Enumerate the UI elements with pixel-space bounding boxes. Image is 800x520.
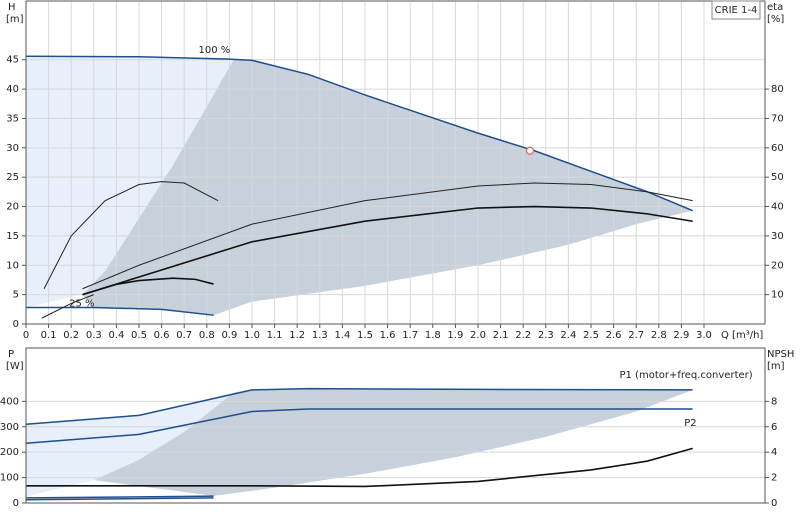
y-tick-label: 100 xyxy=(0,473,19,484)
curve xyxy=(26,306,214,316)
curve-label: P2 xyxy=(684,418,696,429)
plot-frame xyxy=(25,347,766,504)
x-tick-label: 0.4 xyxy=(108,330,124,341)
x-tick-label: 0.2 xyxy=(63,330,79,341)
y-tick-label: 400 xyxy=(0,396,19,407)
y2-axis-unit: [%] xyxy=(767,14,784,25)
curve xyxy=(43,181,219,289)
y2-axis-unit: [m] xyxy=(767,361,785,372)
operating-region xyxy=(93,388,693,496)
y2-tick-label: 2 xyxy=(771,473,777,484)
y-tick-label: 0 xyxy=(13,498,19,509)
y2-tick-label: 20 xyxy=(771,260,784,271)
y2-tick-label: 6 xyxy=(771,422,777,433)
y-tick-label: 30 xyxy=(6,143,19,154)
y-tick-label: 200 xyxy=(0,447,19,458)
x-tick-label: 0.9 xyxy=(221,330,237,341)
y2-tick-label: 10 xyxy=(771,290,784,301)
x-tick-label: 1.0 xyxy=(244,330,260,341)
curve xyxy=(25,387,693,425)
curve xyxy=(26,447,693,488)
y-tick-label: 20 xyxy=(6,202,19,213)
x-tick-label: 2.7 xyxy=(628,330,644,341)
curve-label: P1 (motor+freq.converter) xyxy=(619,370,752,381)
y2-axis-label: NPSH xyxy=(767,349,794,360)
x-tick-label: 1.5 xyxy=(357,330,373,341)
duty-point xyxy=(525,146,535,155)
x-tick-label: 1.9 xyxy=(447,330,463,341)
x-tick-label: 0.3 xyxy=(86,330,102,341)
y-axis-unit: [m] xyxy=(6,14,24,25)
curve xyxy=(82,277,214,296)
x-tick-label: 1.1 xyxy=(267,330,283,341)
x-tick-label: 0.1 xyxy=(41,330,57,341)
curve xyxy=(25,495,214,499)
curve-label: 25 % xyxy=(69,299,94,310)
y-tick-label: 10 xyxy=(6,260,19,271)
y-tick-label: 35 xyxy=(6,113,19,124)
operating-region xyxy=(26,392,234,497)
y2-tick-label: 40 xyxy=(771,202,784,213)
x-tick-label: 1.4 xyxy=(334,330,350,341)
curve xyxy=(41,294,94,319)
plot-frame xyxy=(25,0,766,325)
x-axis-label: Q [m³/h] xyxy=(721,330,763,341)
x-tick-label: 2.4 xyxy=(560,330,576,341)
y-tick-label: 45 xyxy=(6,55,19,66)
x-tick-label: 2.1 xyxy=(493,330,509,341)
x-tick-label: 2.0 xyxy=(470,330,486,341)
x-tick-label: 1.6 xyxy=(380,330,396,341)
operating-region xyxy=(26,56,234,308)
y-axis-label: H xyxy=(8,2,16,13)
x-tick-label: 0.8 xyxy=(199,330,215,341)
y2-tick-label: 70 xyxy=(771,113,784,124)
y2-axis-label: eta xyxy=(767,2,783,13)
y2-tick-label: 30 xyxy=(771,231,784,242)
y-tick-label: 15 xyxy=(6,231,19,242)
title-box xyxy=(711,0,761,20)
curve-label: 100 % xyxy=(199,45,231,56)
y2-tick-label: 8 xyxy=(771,396,777,407)
x-tick-label: 2.8 xyxy=(651,330,667,341)
y-tick-label: 0 xyxy=(13,319,19,330)
y2-tick-label: 50 xyxy=(771,172,784,183)
y2-tick-label: 60 xyxy=(771,143,784,154)
curve xyxy=(25,55,693,212)
chart-title: CRIE 1-4 xyxy=(715,5,758,16)
y-tick-label: 5 xyxy=(13,290,19,301)
curve xyxy=(25,408,693,445)
x-tick-label: 0 xyxy=(23,330,29,341)
curve xyxy=(82,205,693,296)
y2-tick-label: 4 xyxy=(771,447,777,458)
x-tick-label: 0.6 xyxy=(154,330,170,341)
x-tick-label: 2.9 xyxy=(673,330,689,341)
x-tick-label: 2.6 xyxy=(606,330,622,341)
x-tick-label: 1.2 xyxy=(289,330,305,341)
x-tick-label: 2.2 xyxy=(515,330,531,341)
x-tick-label: 0.5 xyxy=(131,330,147,341)
y-axis-label: P xyxy=(8,349,14,360)
curve xyxy=(25,497,214,501)
y2-tick-label: 80 xyxy=(771,84,784,95)
y-tick-label: 25 xyxy=(6,172,19,183)
y-axis-unit: [W] xyxy=(6,361,24,372)
x-tick-label: 2.3 xyxy=(538,330,554,341)
x-tick-label: 1.8 xyxy=(425,330,441,341)
y-tick-label: 300 xyxy=(0,422,19,433)
y2-tick-label: 0 xyxy=(771,498,777,509)
x-tick-label: 3.0 xyxy=(696,330,712,341)
x-tick-label: 0.7 xyxy=(176,330,192,341)
y-tick-label: 40 xyxy=(6,84,19,95)
x-tick-label: 1.3 xyxy=(312,330,328,341)
x-tick-label: 1.7 xyxy=(402,330,418,341)
x-tick-label: 2.5 xyxy=(583,330,599,341)
curve xyxy=(82,182,693,290)
